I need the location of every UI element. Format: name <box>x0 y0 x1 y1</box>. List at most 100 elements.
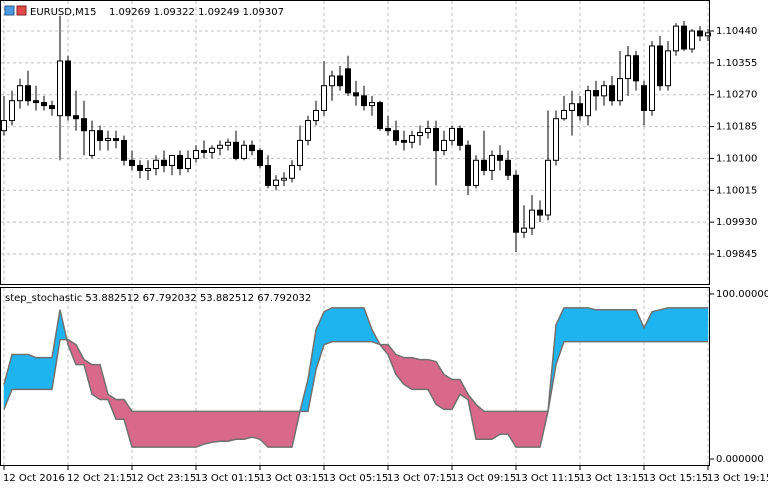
symbol-icon <box>4 5 27 16</box>
stochastic-fill <box>515 411 525 448</box>
candle-body <box>505 159 511 176</box>
candle-body <box>185 157 191 170</box>
candle-body <box>361 95 367 107</box>
stochastic-fill <box>691 307 701 342</box>
candle-body <box>257 150 263 167</box>
candle-body <box>625 55 631 80</box>
candle-body <box>233 141 239 159</box>
candle-body <box>633 55 639 82</box>
stochastic-fill <box>595 309 605 342</box>
candle-body <box>65 60 71 117</box>
candle-body <box>105 138 111 141</box>
y-tick-label: 1.10015 <box>716 185 757 196</box>
stochastic-fill <box>283 411 293 448</box>
stochastic-fill <box>523 411 533 448</box>
candle-body <box>145 168 151 171</box>
y-tick-label: 100.000000 <box>716 289 768 300</box>
stochastic-fill <box>11 354 21 390</box>
stochastic-fill <box>27 354 37 390</box>
candle-body <box>297 139 303 167</box>
candle-body <box>665 50 671 87</box>
x-tick-label: 12 Oct 21:15 <box>67 473 132 484</box>
stochastic-fill <box>243 411 253 440</box>
candle-body <box>353 92 359 97</box>
x-tick-label: 13 Oct 05:15 <box>323 473 388 484</box>
candle-body <box>673 25 679 52</box>
candle-body <box>209 147 215 153</box>
x-tick-label: 13 Oct 03:15 <box>259 473 324 484</box>
candle-body <box>497 154 503 161</box>
stochastic-fill <box>659 307 669 342</box>
stochastic-fill <box>211 411 221 443</box>
candle-body <box>489 154 495 171</box>
candle-body <box>537 209 543 216</box>
candle-body <box>689 30 695 50</box>
x-tick-label: 13 Oct 01:15 <box>195 473 260 484</box>
stochastic-fill <box>699 307 709 342</box>
candle-body <box>161 159 167 167</box>
candle-body <box>369 102 375 107</box>
candle-body <box>273 179 279 186</box>
candle-body <box>169 154 175 167</box>
stochastic-fill <box>275 411 285 448</box>
stochastic-fill <box>323 307 333 345</box>
stochastic-fill <box>19 354 29 390</box>
stochastic-line <box>3 338 708 413</box>
candle-body <box>425 127 431 134</box>
candle-body <box>321 85 327 111</box>
stochastic-fill <box>443 374 453 410</box>
x-tick-label: 13 Oct 13:15 <box>579 473 644 484</box>
candle-body <box>385 127 391 132</box>
stochastic-fill <box>627 309 637 342</box>
candle-body <box>617 78 623 102</box>
stochastic-fill <box>587 307 597 342</box>
candle-body <box>433 127 439 152</box>
candle-body <box>521 227 527 233</box>
candle-body <box>281 177 287 181</box>
candle-body <box>417 132 423 137</box>
candle-body <box>697 30 703 37</box>
y-tick-label: 1.10100 <box>716 153 757 164</box>
candle-body <box>561 109 567 120</box>
candle-body <box>201 150 207 153</box>
stochastic-fill <box>531 411 541 448</box>
chart-subtitle: 1.09269 1.09322 1.09249 1.09307 <box>109 7 284 18</box>
stochastic-fill <box>651 309 661 342</box>
stochastic-fill <box>219 411 229 442</box>
stochastic-fill <box>163 411 173 448</box>
stochastic-fill <box>267 411 277 448</box>
y-tick-label: 1.10355 <box>716 58 757 69</box>
candle-body <box>129 159 135 167</box>
candle-body <box>337 75 343 87</box>
chart-title: EURUSD,M15 <box>30 7 96 18</box>
stochastic-fill <box>251 411 261 440</box>
candle-body <box>569 103 575 111</box>
candle-body <box>473 159 479 186</box>
stochastic-fill <box>499 411 509 435</box>
candle-body <box>457 127 463 146</box>
stochastic-fill <box>683 307 693 342</box>
candle-body <box>465 144 471 186</box>
candle-body <box>249 144 255 152</box>
stochastic-fill <box>563 307 573 342</box>
candle-body <box>401 139 407 143</box>
candle-body <box>441 139 447 152</box>
y-tick-label: 1.09845 <box>716 249 757 260</box>
candle-body <box>1 120 7 132</box>
candle-body <box>345 68 351 94</box>
stochastic-line <box>3 307 708 448</box>
x-tick-label: 13 Oct 07:15 <box>387 473 452 484</box>
stochastic-fill <box>227 411 237 442</box>
candle-body <box>657 45 663 87</box>
candle-body <box>17 85 23 102</box>
candle-body <box>49 105 55 110</box>
candle-body <box>121 139 127 161</box>
candle-body <box>377 102 383 129</box>
candle-body <box>81 118 87 132</box>
candle-body <box>225 141 231 146</box>
candle-body <box>609 85 615 102</box>
stochastic-fill <box>35 357 45 390</box>
candle-body <box>289 165 295 179</box>
stochastic-fill <box>419 359 429 390</box>
